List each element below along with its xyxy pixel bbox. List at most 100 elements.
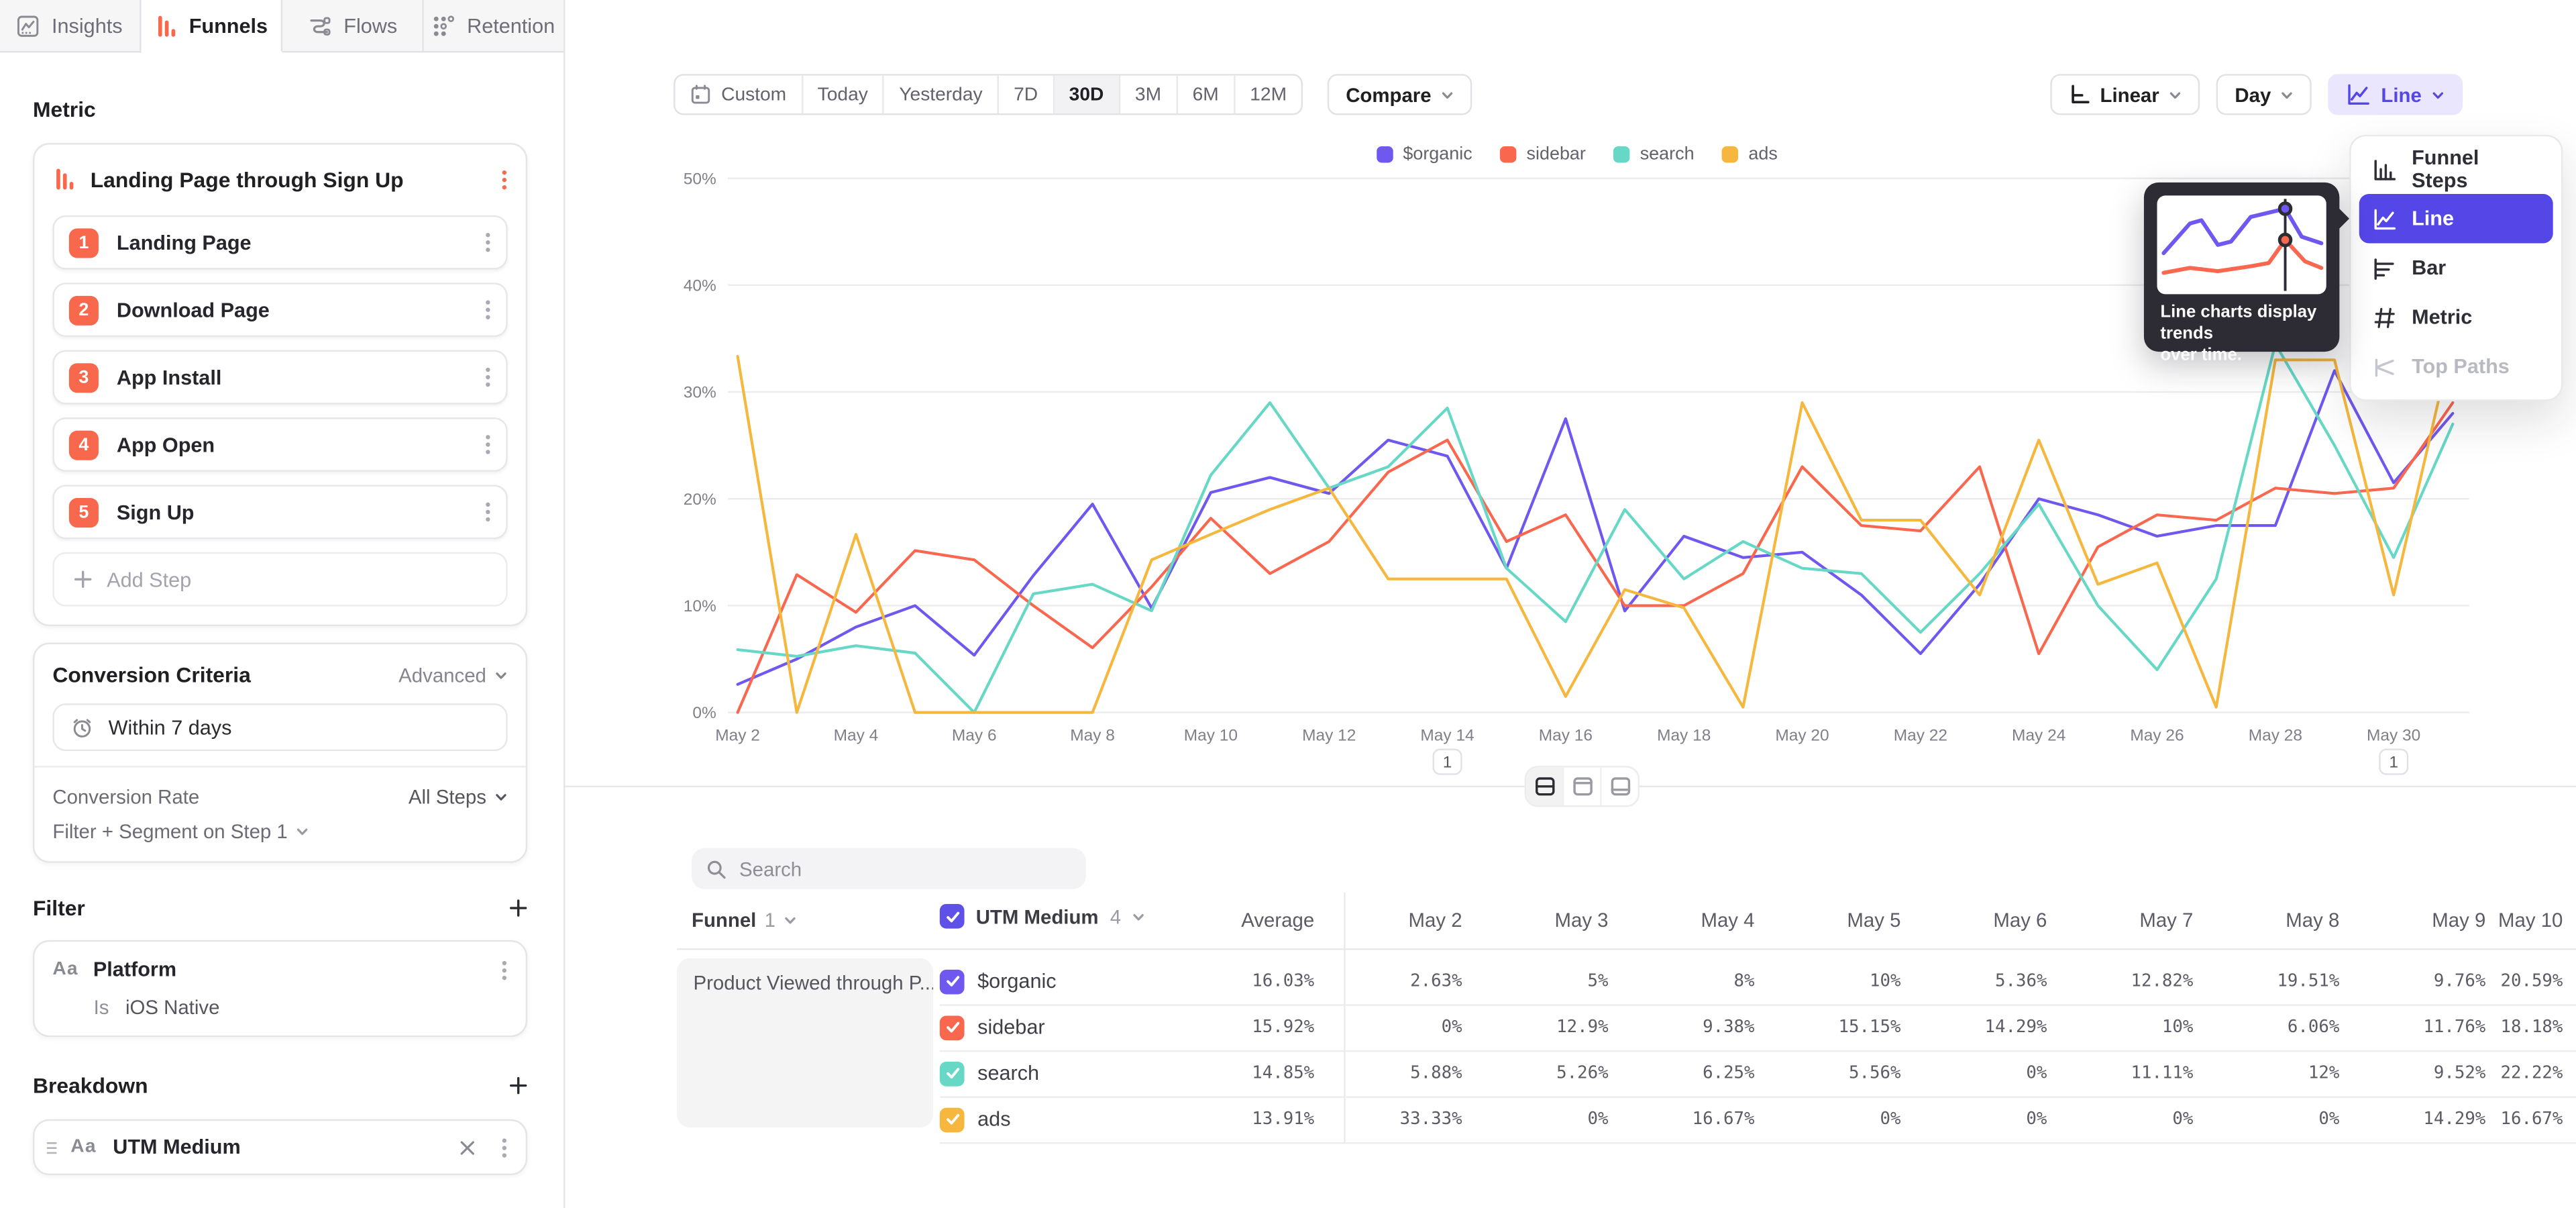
drag-handle-icon[interactable] (46, 1140, 58, 1154)
svg-text:May 18: May 18 (1657, 726, 1711, 744)
row-label: sidebar (977, 1015, 1044, 1038)
funnel-step-2[interactable]: 2Download Page (52, 283, 507, 337)
legend-item-organic[interactable]: $organic (1377, 145, 1472, 164)
column-header[interactable]: May 10 (2485, 893, 2563, 948)
column-header[interactable]: May 8 (2193, 893, 2339, 948)
layout-chart-only-button[interactable] (1564, 768, 1601, 805)
range-today[interactable]: Today (803, 76, 885, 113)
add-step-button[interactable]: Add Step (52, 552, 507, 607)
range-3m[interactable]: 3M (1120, 76, 1178, 113)
tab-label: Insights (52, 14, 123, 37)
hash-icon (2372, 305, 2397, 330)
menu-item-label: Top Paths (2412, 355, 2510, 378)
advanced-dropdown[interactable]: Advanced (398, 663, 508, 686)
svg-text:May 14: May 14 (1420, 726, 1474, 744)
conversion-rate-label: Conversion Rate (52, 785, 199, 807)
kebab-icon[interactable] (501, 168, 508, 190)
layout-table-only-button[interactable] (1602, 768, 1638, 805)
column-header[interactable]: May 3 (1462, 893, 1609, 948)
string-type-icon: Aa (70, 1138, 96, 1157)
kebab-icon[interactable] (484, 232, 491, 253)
tab-insights[interactable]: Insights (0, 0, 142, 52)
svg-text:1: 1 (2389, 754, 2398, 772)
tab-retention[interactable]: Retention (424, 0, 564, 52)
add-breakdown-button[interactable] (509, 1076, 527, 1095)
range-30d[interactable]: 30D (1055, 76, 1120, 113)
table-row-ads[interactable]: ads 13.91%33.33%0%16.67%0%0%0%0%14.29%16… (940, 1096, 2576, 1144)
date-range-segmented-control: Custom Today Yesterday 7D 30D 3M 6M 12M (674, 74, 1303, 115)
range-12m[interactable]: 12M (1235, 76, 1301, 113)
legend-item-search[interactable]: search (1614, 145, 1695, 164)
column-header[interactable]: May 9 (2339, 893, 2485, 948)
search-input[interactable]: Search (692, 848, 1086, 889)
kebab-icon[interactable] (484, 299, 491, 321)
funnel-step-3[interactable]: 3App Install (52, 350, 507, 405)
close-icon[interactable] (460, 1140, 475, 1154)
table-row-organic[interactable]: $organic 16.03%2.63%5%8%10%5.36%12.82%19… (940, 958, 2576, 1006)
column-header[interactable]: May 2 (1314, 893, 1462, 948)
table-row-search[interactable]: search 14.85%5.88%5.26%6.25%5.56%0%11.11… (940, 1050, 2576, 1098)
breakdown-card[interactable]: Aa UTM Medium (33, 1119, 527, 1175)
all-steps-dropdown[interactable]: All Steps (409, 785, 508, 807)
menu-item-metric[interactable]: Metric (2359, 293, 2553, 342)
funnel-header[interactable]: Landing Page through Sign Up (52, 162, 507, 195)
chart-controls: Linear Day Line (2051, 74, 2463, 115)
add-filter-button[interactable] (509, 899, 527, 917)
step-number-badge: 5 (69, 497, 99, 527)
legend-swatch (1722, 146, 1738, 162)
breakdown-column-dropdown[interactable]: UTM Medium 4 (940, 904, 1146, 929)
filter-condition-row[interactable]: Is iOS Native (52, 995, 507, 1019)
kebab-icon[interactable] (501, 959, 508, 980)
tab-flows[interactable]: Flows (282, 0, 424, 52)
kebab-icon[interactable] (484, 434, 491, 456)
range-label: 30D (1069, 85, 1104, 104)
compare-button[interactable]: Compare (1328, 74, 1472, 115)
svg-text:May 28: May 28 (2249, 726, 2302, 744)
breakdown-column-count: 4 (1110, 905, 1121, 927)
column-header[interactable]: Average (1199, 893, 1314, 948)
step-label: Sign Up (117, 501, 467, 523)
row-checkbox[interactable] (940, 969, 965, 994)
layout-bottom-icon (1609, 776, 1631, 797)
menu-item-top-paths[interactable]: Top Paths (2359, 342, 2553, 391)
legend-item-ads[interactable]: ads (1722, 145, 1778, 164)
breakdown-column-label: UTM Medium (976, 905, 1099, 927)
column-header[interactable]: May 4 (1609, 893, 1755, 948)
menu-item-funnel-steps[interactable]: Funnel Steps (2359, 145, 2553, 194)
filter-property-row[interactable]: Aa Platform (52, 956, 507, 983)
kebab-icon[interactable] (501, 1136, 508, 1158)
date-range-toolbar: Custom Today Yesterday 7D 30D 3M 6M 12M … (674, 74, 1472, 115)
legend-item-sidebar[interactable]: sidebar (1500, 145, 1586, 164)
column-header[interactable]: May 6 (1900, 893, 2047, 948)
interval-dropdown[interactable]: Day (2216, 74, 2312, 115)
range-yesterday[interactable]: Yesterday (884, 76, 999, 113)
funnel-step-4[interactable]: 4App Open (52, 417, 507, 472)
conversion-window[interactable]: Within 7 days (52, 703, 507, 751)
funnel-step-1[interactable]: 1Landing Page (52, 215, 507, 270)
kebab-icon[interactable] (484, 501, 491, 523)
range-7d[interactable]: 7D (999, 76, 1055, 113)
row-checkbox[interactable] (940, 1061, 965, 1086)
chart-type-dropdown[interactable]: Line (2328, 74, 2463, 115)
kebab-icon[interactable] (484, 366, 491, 388)
funnel-name-cell[interactable]: Product Viewed through P... (677, 958, 933, 1127)
flows-icon (307, 14, 332, 37)
select-all-checkbox[interactable] (940, 904, 965, 929)
layout-split-horizontal-button[interactable] (1526, 768, 1564, 805)
scale-dropdown[interactable]: Linear (2051, 74, 2200, 115)
tab-funnels[interactable]: Funnels (142, 0, 283, 52)
table-header: Funnel 1 UTM Medium 4 Average May 2 May … (677, 893, 2576, 950)
funnel-step-5[interactable]: 5 Sign Up (52, 485, 507, 539)
row-checkbox[interactable] (940, 1107, 965, 1131)
funnel-column-dropdown[interactable]: Funnel 1 (692, 909, 797, 932)
range-6m[interactable]: 6M (1178, 76, 1236, 113)
table-row-sidebar[interactable]: sidebar 15.92%0%12.9%9.38%15.15%14.29%10… (940, 1004, 2576, 1052)
column-header[interactable]: May 7 (2047, 893, 2193, 948)
column-header[interactable]: May 5 (1755, 893, 1901, 948)
check-icon (944, 1111, 960, 1127)
range-custom[interactable]: Custom (676, 76, 803, 113)
row-checkbox[interactable] (940, 1015, 965, 1040)
menu-item-line[interactable]: Line (2359, 194, 2553, 243)
menu-item-bar[interactable]: Bar (2359, 243, 2553, 292)
filter-segment-dropdown[interactable]: Filter + Segment on Step 1 (52, 817, 507, 845)
